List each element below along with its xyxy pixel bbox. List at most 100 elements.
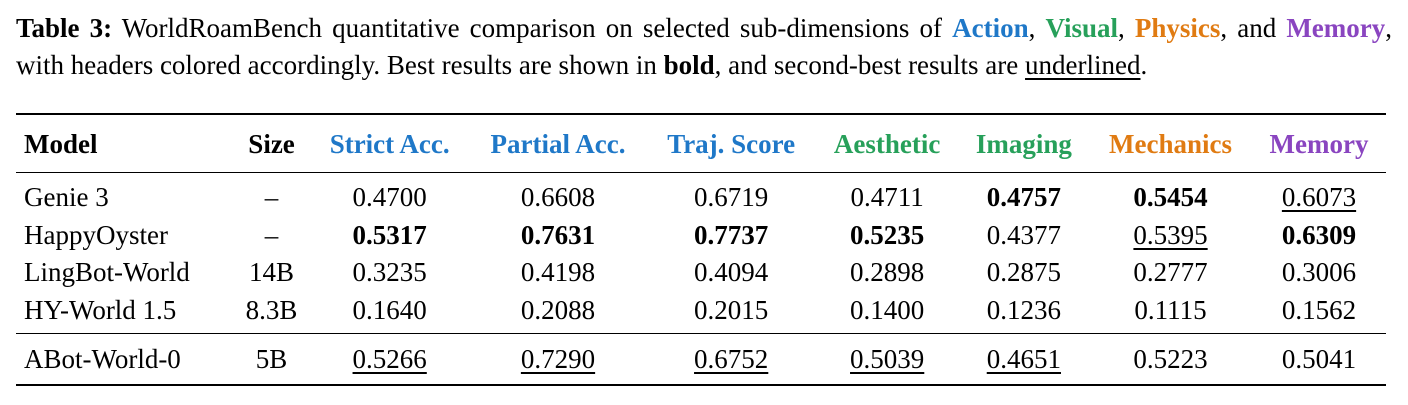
caption-action: Action bbox=[952, 13, 1029, 43]
score-cell: 0.5266 bbox=[310, 333, 470, 386]
score-value: 0.2875 bbox=[986, 257, 1061, 288]
score-value: 0.4198 bbox=[520, 257, 596, 288]
score-cell: 0.6309 bbox=[1252, 217, 1386, 255]
score-value: 0.6073 bbox=[1281, 182, 1357, 213]
column-header-traj-score: Traj. Score bbox=[646, 114, 816, 173]
caption-memory: Memory bbox=[1286, 13, 1386, 43]
model-size-cell: 8.3B bbox=[233, 291, 311, 334]
score-value: 0.4377 bbox=[986, 219, 1061, 250]
score-cell: 0.2777 bbox=[1089, 254, 1252, 292]
score-value: 0.2898 bbox=[850, 257, 925, 288]
score-cell: 0.5223 bbox=[1089, 333, 1252, 386]
table-row: HY-World 1.5 8.3B 0.1640 0.2088 0.2015 0.1400… bbox=[16, 291, 1386, 334]
score-value: 0.5454 bbox=[1133, 182, 1208, 213]
caption-underlined-word: underlined bbox=[1025, 50, 1141, 80]
score-cell: 0.6752 bbox=[646, 333, 816, 386]
table-header-row: Model Size Strict Acc. Partial Acc. Traj. Sc… bbox=[16, 114, 1386, 173]
results-table: Model Size Strict Acc. Partial Acc. Traj. Sc… bbox=[16, 113, 1386, 386]
score-cell: 0.3006 bbox=[1252, 254, 1386, 292]
score-value: 0.1562 bbox=[1281, 294, 1357, 325]
model-name-cell: ABot-World-0 bbox=[16, 333, 234, 386]
column-header-partial-acc: Partial Acc. bbox=[469, 114, 647, 173]
column-header-memory: Memory bbox=[1252, 114, 1386, 173]
score-value: 0.5223 bbox=[1133, 343, 1208, 374]
score-value: 0.4651 bbox=[986, 343, 1061, 374]
score-value: 0.3006 bbox=[1281, 257, 1357, 288]
score-value: 0.6752 bbox=[694, 343, 769, 374]
model-name-cell: HappyOyster bbox=[24, 219, 168, 250]
score-cell: 0.4377 bbox=[959, 217, 1089, 255]
score-cell: 0.7631 bbox=[469, 217, 646, 255]
caption-physics: Physics bbox=[1134, 13, 1221, 43]
score-value: 0.5235 bbox=[850, 219, 925, 250]
score-value: 0.7631 bbox=[520, 219, 596, 250]
model-name-cell: LingBot-World bbox=[24, 257, 190, 288]
score-cell: 0.6073 bbox=[1252, 173, 1386, 217]
model-size-cell: 5B bbox=[233, 333, 311, 386]
column-header-size: Size bbox=[233, 114, 311, 173]
caption-bold-word: bold bbox=[663, 50, 715, 80]
model-size-cell: – bbox=[264, 219, 279, 250]
score-value: 0.2015 bbox=[694, 294, 769, 325]
score-cell: 0.7290 bbox=[469, 333, 647, 386]
score-value: 0.4700 bbox=[352, 182, 427, 213]
score-cell: 0.5317 bbox=[310, 217, 469, 255]
score-cell: 0.4198 bbox=[469, 254, 646, 292]
score-value: 0.3235 bbox=[352, 257, 427, 288]
score-cell: 0.2088 bbox=[469, 291, 647, 334]
score-cell: 0.6719 bbox=[647, 173, 816, 217]
score-value: 0.5395 bbox=[1133, 219, 1208, 250]
score-value: 0.4711 bbox=[850, 182, 924, 213]
score-cell: 0.1236 bbox=[958, 291, 1090, 334]
score-value: 0.2777 bbox=[1133, 257, 1208, 288]
score-cell: 0.4651 bbox=[958, 333, 1090, 386]
score-cell: 0.4094 bbox=[647, 254, 816, 292]
caption-text-4: , and second-best results are bbox=[714, 50, 1026, 80]
score-cell: 0.1562 bbox=[1252, 291, 1386, 334]
table-body: Genie 3 – 0.4700 0.6608 0.6719 0.4711 0.4757 0.… bbox=[16, 173, 1386, 386]
column-header-mechanics: Mechanics bbox=[1089, 114, 1252, 173]
score-cell: 0.2015 bbox=[646, 291, 816, 334]
table-row: ABot-World-0 5B 0.5266 0.7290 0.6752 0.5039 0.… bbox=[16, 333, 1386, 386]
column-header-strict-acc: Strict Acc. bbox=[310, 114, 470, 173]
score-value: 0.5039 bbox=[850, 343, 925, 374]
model-name-cell: HY-World 1.5 bbox=[16, 291, 234, 334]
score-cell: 0.4757 bbox=[959, 173, 1089, 217]
score-value: 0.6719 bbox=[694, 182, 769, 213]
column-header-model: Model bbox=[16, 114, 234, 173]
score-cell: 0.7737 bbox=[647, 217, 816, 255]
score-cell: 0.2898 bbox=[816, 254, 959, 292]
caption-text-2: , and bbox=[1220, 13, 1287, 43]
score-cell: 0.4711 bbox=[816, 173, 959, 217]
score-value: 0.7290 bbox=[520, 343, 596, 374]
score-cell: 0.2875 bbox=[959, 254, 1089, 292]
score-value: 0.5266 bbox=[352, 343, 427, 374]
score-cell: 0.1400 bbox=[815, 291, 959, 334]
score-value: 0.1236 bbox=[986, 294, 1061, 325]
model-name-cell: Genie 3 bbox=[24, 182, 109, 213]
caption-text-5: . bbox=[1140, 50, 1148, 80]
score-cell: 0.1115 bbox=[1089, 291, 1252, 334]
score-cell: 0.5395 bbox=[1089, 217, 1252, 255]
caption-visual: Visual bbox=[1045, 13, 1118, 43]
caption-text-1: WorldRoamBench quantitative comparison o… bbox=[112, 13, 953, 43]
score-value: 0.5041 bbox=[1281, 343, 1357, 374]
caption-label: Table 3: bbox=[16, 13, 113, 43]
score-cell: 0.5041 bbox=[1252, 333, 1386, 386]
column-header-imaging: Imaging bbox=[958, 114, 1090, 173]
results-table-wrap: Model Size Strict Acc. Partial Acc. Traj. Sc… bbox=[16, 113, 1386, 386]
score-value: 0.2088 bbox=[520, 294, 596, 325]
score-cell: 0.4700 bbox=[310, 173, 469, 217]
caption-sep-1: , bbox=[1028, 13, 1046, 43]
table-caption: Table 3: WorldRoamBench quantitative com… bbox=[16, 10, 1392, 84]
score-cell: 0.5235 bbox=[816, 217, 959, 255]
score-value: 0.4094 bbox=[694, 257, 769, 288]
table-row: LingBot-World 14B 0.3235 0.4198 0.4094 0.2898… bbox=[16, 254, 1386, 292]
score-cell: 0.5039 bbox=[815, 333, 959, 386]
score-value: 0.1400 bbox=[850, 294, 925, 325]
score-value: 0.7737 bbox=[694, 219, 769, 250]
score-value: 0.1640 bbox=[352, 294, 427, 325]
score-cell: 0.6608 bbox=[469, 173, 646, 217]
score-cell: 0.1640 bbox=[310, 291, 470, 334]
score-value: 0.4757 bbox=[986, 182, 1061, 213]
